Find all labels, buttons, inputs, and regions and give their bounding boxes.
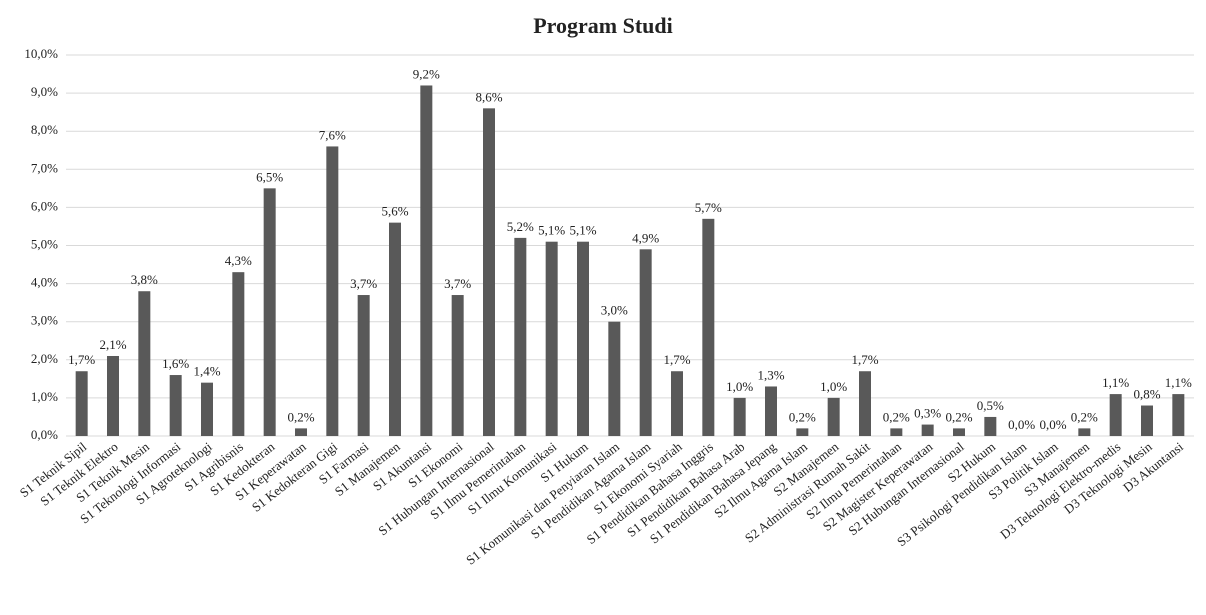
bar xyxy=(483,108,495,436)
y-tick-label: 9,0% xyxy=(31,84,58,99)
bar xyxy=(608,321,621,436)
value-label: 1,0% xyxy=(726,379,753,394)
bar xyxy=(514,237,527,436)
value-label: 0,2% xyxy=(1071,409,1098,424)
value-label: 5,2% xyxy=(507,219,534,234)
bar xyxy=(639,249,652,436)
bar xyxy=(201,382,213,436)
bar xyxy=(1141,405,1153,436)
bar xyxy=(1172,394,1185,436)
y-tick-label: 10,0% xyxy=(24,46,58,61)
bar xyxy=(389,222,401,436)
value-label: 0,5% xyxy=(977,398,1004,413)
value-label: 8,6% xyxy=(475,89,502,104)
y-tick-label: 2,0% xyxy=(31,351,58,366)
value-label: 0,2% xyxy=(883,409,910,424)
value-label: 1,3% xyxy=(757,367,784,382)
bar xyxy=(169,375,182,436)
y-tick-label: 4,0% xyxy=(31,275,58,290)
bar xyxy=(984,416,997,436)
value-label: 1,0% xyxy=(820,379,847,394)
bar xyxy=(671,371,683,436)
y-tick-label: 0,0% xyxy=(31,427,58,442)
value-label: 7,6% xyxy=(319,127,346,142)
value-label: 4,3% xyxy=(225,253,252,268)
value-label: 1,1% xyxy=(1165,375,1192,390)
value-label: 1,4% xyxy=(193,364,220,379)
bar xyxy=(796,428,809,436)
value-label: 1,7% xyxy=(68,352,95,367)
value-label: 0,2% xyxy=(945,409,972,424)
bar xyxy=(733,397,746,436)
bar xyxy=(263,188,276,436)
value-label: 0,8% xyxy=(1133,387,1160,402)
value-label: 5,1% xyxy=(569,223,596,238)
bar xyxy=(326,146,339,436)
value-label: 1,7% xyxy=(663,352,690,367)
bar xyxy=(1078,428,1091,436)
value-label: 5,1% xyxy=(538,223,565,238)
y-tick-label: 7,0% xyxy=(31,160,58,175)
bar xyxy=(357,295,370,436)
value-label: 3,7% xyxy=(350,276,377,291)
bar xyxy=(827,397,840,436)
value-label: 3,0% xyxy=(601,303,628,318)
bar xyxy=(295,428,307,436)
value-label: 1,1% xyxy=(1102,375,1129,390)
y-tick-label: 1,0% xyxy=(31,389,58,404)
bar xyxy=(577,241,589,436)
value-label: 0,0% xyxy=(1008,417,1035,432)
value-label: 6,5% xyxy=(256,169,283,184)
value-label: 1,7% xyxy=(851,352,878,367)
bar xyxy=(545,241,558,436)
value-label: 4,9% xyxy=(632,230,659,245)
value-label: 1,6% xyxy=(162,356,189,371)
y-tick-label: 3,0% xyxy=(31,313,58,328)
y-tick-label: 8,0% xyxy=(31,122,58,137)
bar xyxy=(420,85,433,436)
bar xyxy=(921,424,934,436)
value-label: 0,2% xyxy=(789,409,816,424)
bar xyxy=(890,428,903,436)
value-label: 3,7% xyxy=(444,276,471,291)
value-label: 0,3% xyxy=(914,406,941,421)
chart-title: Program Studi xyxy=(533,13,673,38)
bar xyxy=(859,371,871,436)
bar xyxy=(765,386,777,436)
bar xyxy=(232,272,245,436)
bar xyxy=(107,355,119,436)
bar xyxy=(138,291,151,436)
bar xyxy=(1109,394,1122,436)
value-label: 2,1% xyxy=(99,337,126,352)
value-label: 3,8% xyxy=(131,272,158,287)
bar xyxy=(953,428,965,436)
bar xyxy=(451,295,464,436)
y-tick-label: 6,0% xyxy=(31,198,58,213)
value-label: 0,2% xyxy=(287,409,314,424)
y-tick-label: 5,0% xyxy=(31,236,58,251)
bar xyxy=(702,218,715,436)
value-label: 5,7% xyxy=(695,200,722,215)
value-label: 0,0% xyxy=(1039,417,1066,432)
value-label: 5,6% xyxy=(381,204,408,219)
bar xyxy=(75,371,88,436)
value-label: 9,2% xyxy=(413,66,440,81)
